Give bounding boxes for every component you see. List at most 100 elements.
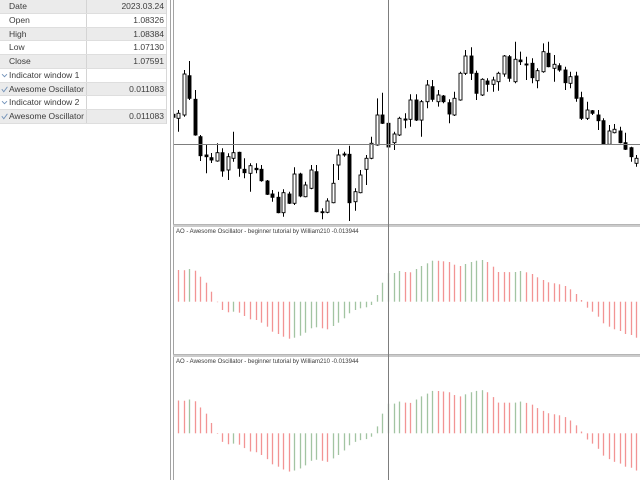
candle-bearish [265,180,270,196]
candle-body [612,128,617,134]
chart-border-line [173,0,174,480]
panel-separator[interactable] [173,354,640,357]
candle-body [298,173,303,197]
candle-body [436,94,441,103]
candle-bearish [193,90,198,136]
candle-body [342,153,347,156]
indicator-window-2-label: AO - Awesome Oscillator - beginner tutor… [176,359,359,365]
candle-body [292,173,297,204]
candle-bearish [254,163,259,174]
candle-bearish [546,41,551,68]
candle-bearish [347,145,352,221]
candle-body [215,152,220,162]
candle-body [403,118,408,121]
candle-body [513,58,518,83]
candle-bullish [480,78,485,96]
candle-bearish [563,66,568,91]
candle-body [369,142,374,159]
candle-bearish [342,151,347,157]
candle-bullish [436,90,441,107]
candle-bearish [242,158,247,179]
candle-body [231,152,236,159]
candle-bearish [174,113,176,118]
candle-body [187,75,192,99]
data-window-row-awesome-oscillator-1: Awesome Oscillator 0.011083 [0,82,166,97]
row-label: Close [0,55,87,68]
chevron-down-icon[interactable] [1,72,8,79]
candle-bullish [463,50,468,75]
candle-bearish [259,164,264,182]
candle-bearish [204,144,209,174]
candle-body [276,196,281,214]
row-label: Date [0,0,87,13]
candle-bullish [585,101,590,121]
candle-bearish [590,110,595,115]
candle-body [530,62,535,79]
candle-bullish [491,76,496,92]
candle-body [392,133,397,144]
data-window-row-indicator-window-2[interactable]: Indicator window 2 [0,96,166,110]
candle-body [414,99,419,121]
candle-bearish [414,94,419,122]
candle-body [364,157,369,170]
candle-body [174,113,176,118]
row-label: High [0,27,87,41]
candle-bullish [176,110,181,132]
candle-body [452,97,457,116]
row-value: 1.08384 [133,28,164,39]
candle-bearish [530,58,535,84]
candle-bearish [403,113,408,129]
candle-body [568,76,573,84]
candle-bearish [474,70,479,100]
candle-bearish [557,63,562,72]
candle-body [204,154,209,158]
indicator-window-2[interactable] [177,390,638,472]
candle-body [220,152,225,172]
candle-bearish [287,191,292,204]
candle-bearish [209,152,214,164]
candle-body [585,109,590,119]
row-label: Awesome Oscillator [9,111,84,121]
candle-body [601,120,606,145]
candle-bullish [535,68,540,89]
candle-body [198,136,203,157]
candle-bullish [336,149,341,181]
data-window-row-low: Low 1.07130 [0,41,166,55]
candle-bullish [452,91,457,116]
price-chart[interactable] [172,41,639,221]
candle-body [574,75,579,99]
candle-body [193,98,198,136]
row-value: 1.07591 [133,56,164,66]
candle-body [618,130,623,144]
candle-bearish [198,134,203,162]
candle-bullish [226,153,231,181]
candle-body [634,157,639,164]
candle-body [397,117,402,136]
candle-bearish [629,146,634,162]
candle-bullish [425,79,430,109]
candle-body [380,114,385,124]
row-label-cell: Awesome Oscillator [0,82,87,96]
candle-bullish [358,169,363,194]
indicator-window-1[interactable] [177,260,638,339]
panel-separator[interactable] [173,224,640,227]
check-icon [1,113,8,120]
candle-body [496,72,501,83]
check-icon [1,86,8,93]
data-window-row-indicator-window-1[interactable]: Indicator window 1 [0,68,166,83]
candle-body [546,52,551,68]
candle-bullish [292,167,297,205]
row-value: 0.011083 [129,111,164,121]
row-label: Indicator window 1 [9,69,80,80]
splitter-line[interactable] [170,0,171,480]
chevron-down-icon[interactable] [1,99,8,106]
candle-bullish [303,181,308,198]
data-window-row-close: Close 1.07591 [0,55,166,69]
candle-bearish [220,148,225,177]
candle-bullish [458,71,463,101]
row-label: Awesome Oscillator [9,83,84,94]
candle-body [469,55,474,74]
candle-bearish [485,78,490,92]
data-window: Date 2023.03.24 Open 1.08326 High 1.0838… [0,0,167,124]
